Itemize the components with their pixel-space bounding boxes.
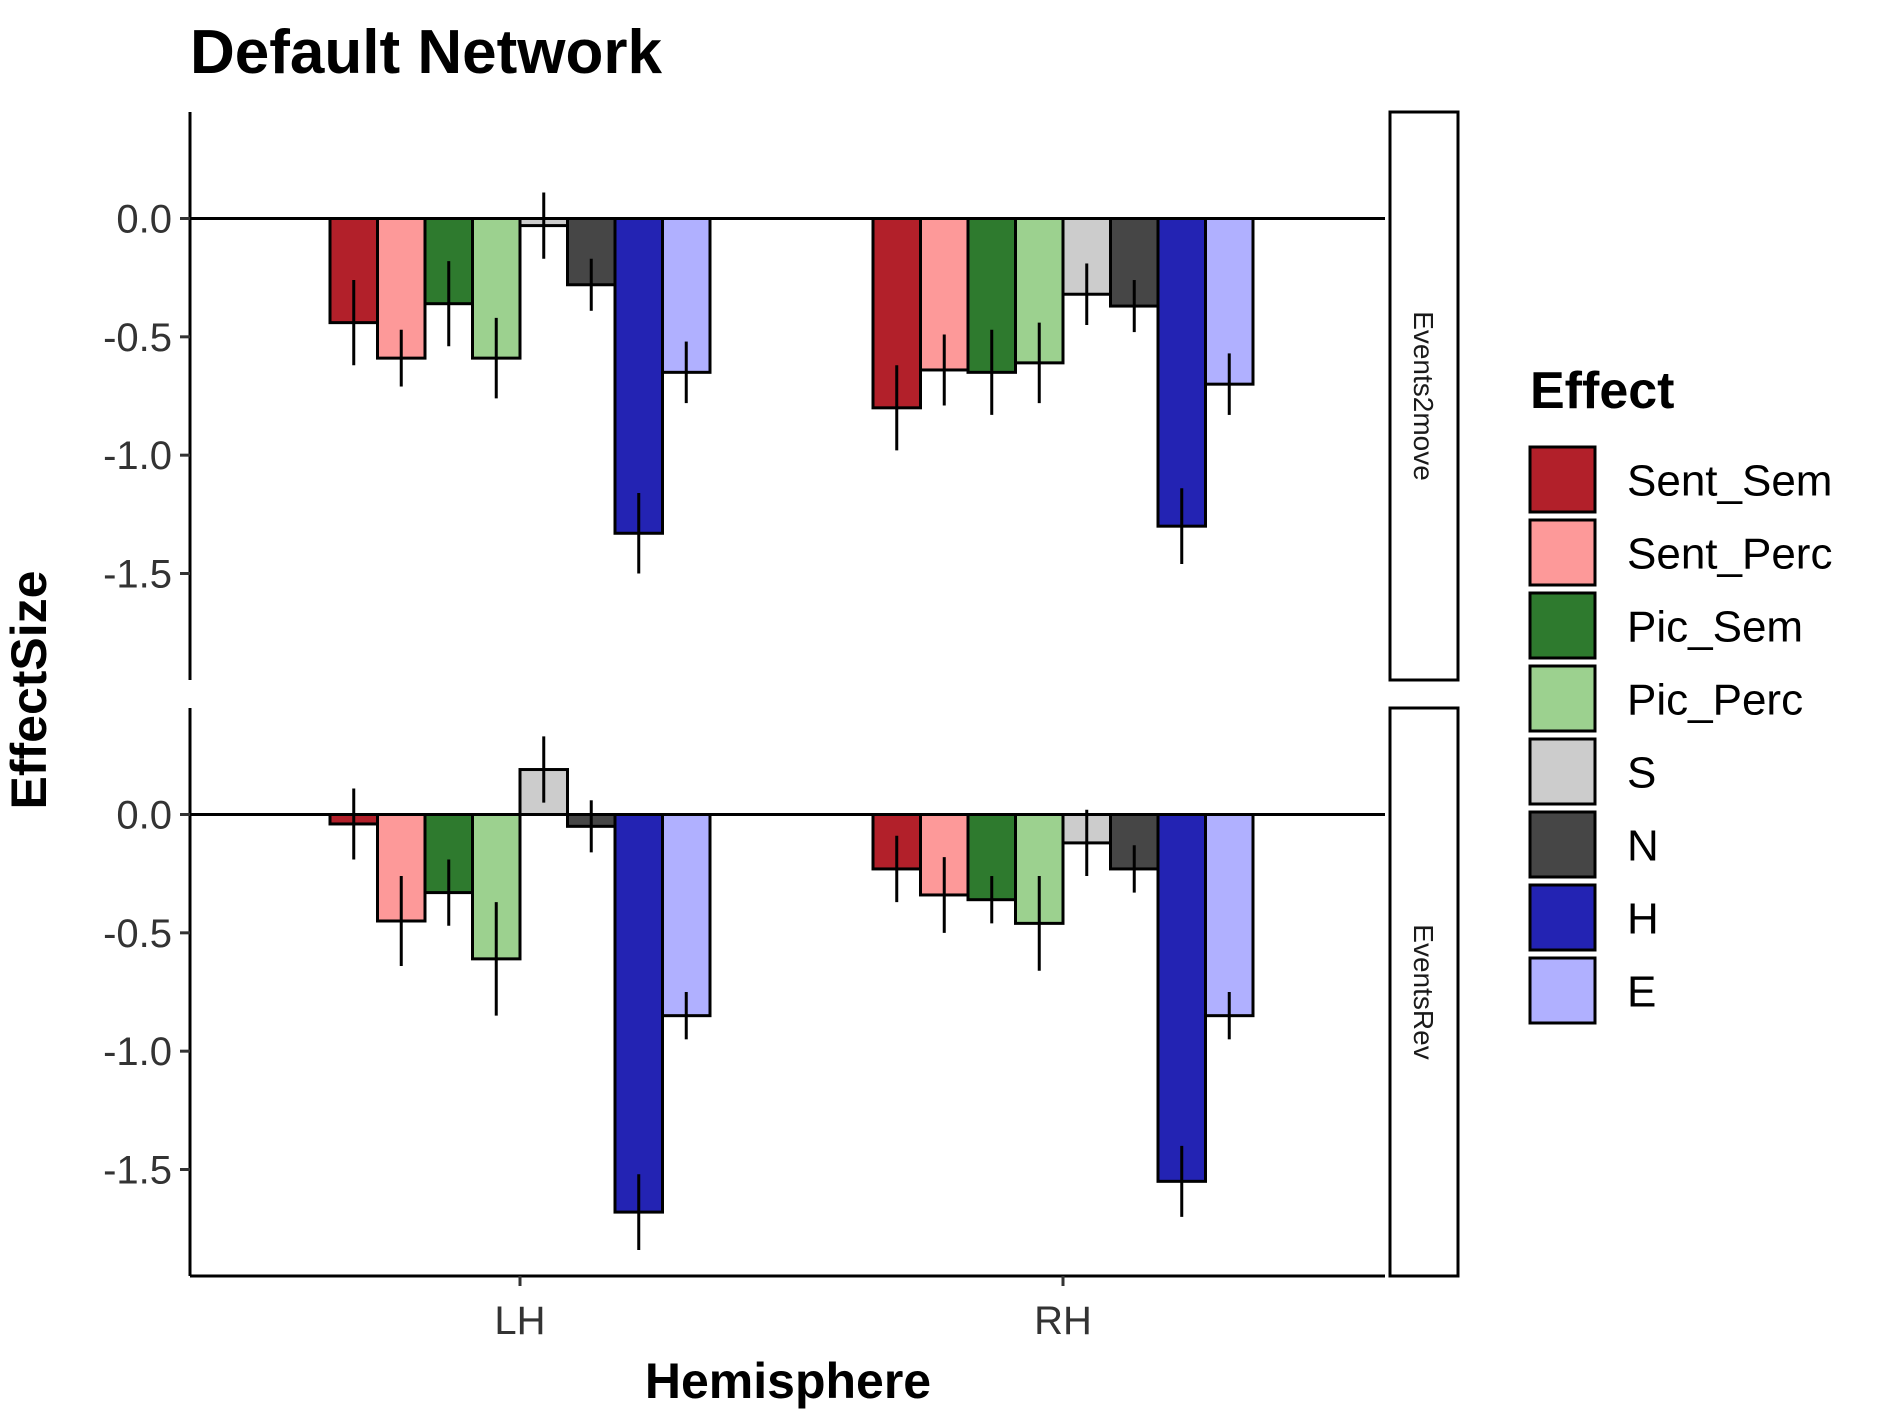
legend-label-E: E: [1627, 968, 1656, 1017]
bar-H-LH: [613, 813, 664, 1214]
y-tick-label: 0.0: [116, 794, 172, 838]
legend-label-S: S: [1627, 749, 1656, 798]
bar-H-RH: [1156, 813, 1207, 1183]
legend: Effect Sent_SemSent_PercPic_SemPic_PercS…: [1528, 362, 1832, 1025]
legend-label-Pic_Perc: Pic_Perc: [1627, 676, 1803, 725]
bar-H-RH: [1156, 217, 1207, 528]
panel-Events2move: 0.0 -0.5 -1.0 -1.5 Events2move: [103, 110, 1460, 682]
chart-title: Default Network: [190, 18, 662, 87]
bar-E-RH: [1204, 813, 1255, 1018]
y-tick-label: -1.0: [103, 434, 172, 478]
y-tick-label: -1.0: [103, 1030, 172, 1074]
x-axis: LH RH: [190, 1274, 1385, 1343]
facet-strip-label: Events2move: [1408, 311, 1439, 481]
panel-EventsRev: 0.0 -0.5 -1.0 -1.5 EventsRev: [103, 706, 1460, 1278]
legend-label-Sent_Perc: Sent_Perc: [1627, 530, 1832, 579]
facet-panels: 0.0 -0.5 -1.0 -1.5 Events2move 0.0 -0.5 -1.0 -1.…: [103, 110, 1460, 1278]
bar-N-RH: [1109, 813, 1160, 871]
legend-key-Sent_Perc: [1528, 518, 1597, 587]
x-tick-label: LH: [494, 1299, 545, 1343]
legend-key-Sent_Sem: [1528, 445, 1597, 514]
legend-key-H: [1528, 883, 1597, 952]
legend-key-S: [1528, 737, 1597, 806]
legend-label-Pic_Sem: Pic_Sem: [1627, 603, 1803, 652]
y-axis-title: EffectSize: [1, 571, 57, 810]
x-tick-label: RH: [1034, 1299, 1092, 1343]
y-tick-label: -1.5: [103, 1149, 172, 1193]
y-tick-label: -1.5: [103, 553, 172, 597]
bar-H-LH: [613, 217, 664, 535]
legend-key-N: [1528, 810, 1597, 879]
facet-strip: [1388, 706, 1460, 1278]
legend-key-Pic_Perc: [1528, 664, 1597, 733]
y-tick-label: 0.0: [116, 198, 172, 242]
bar-E-LH: [661, 813, 712, 1018]
legend-label-H: H: [1627, 895, 1659, 944]
legend-title: Effect: [1530, 362, 1674, 420]
x-axis-title: Hemisphere: [645, 1353, 931, 1409]
y-tick-label: -0.5: [103, 912, 172, 956]
legend-label-N: N: [1627, 822, 1659, 871]
legend-key-Pic_Sem: [1528, 591, 1597, 660]
facet-strip: [1388, 110, 1460, 682]
legend-key-E: [1528, 956, 1597, 1025]
facet-strip-label: EventsRev: [1408, 924, 1439, 1059]
y-tick-label: -0.5: [103, 316, 172, 360]
legend-label-Sent_Sem: Sent_Sem: [1627, 457, 1832, 506]
